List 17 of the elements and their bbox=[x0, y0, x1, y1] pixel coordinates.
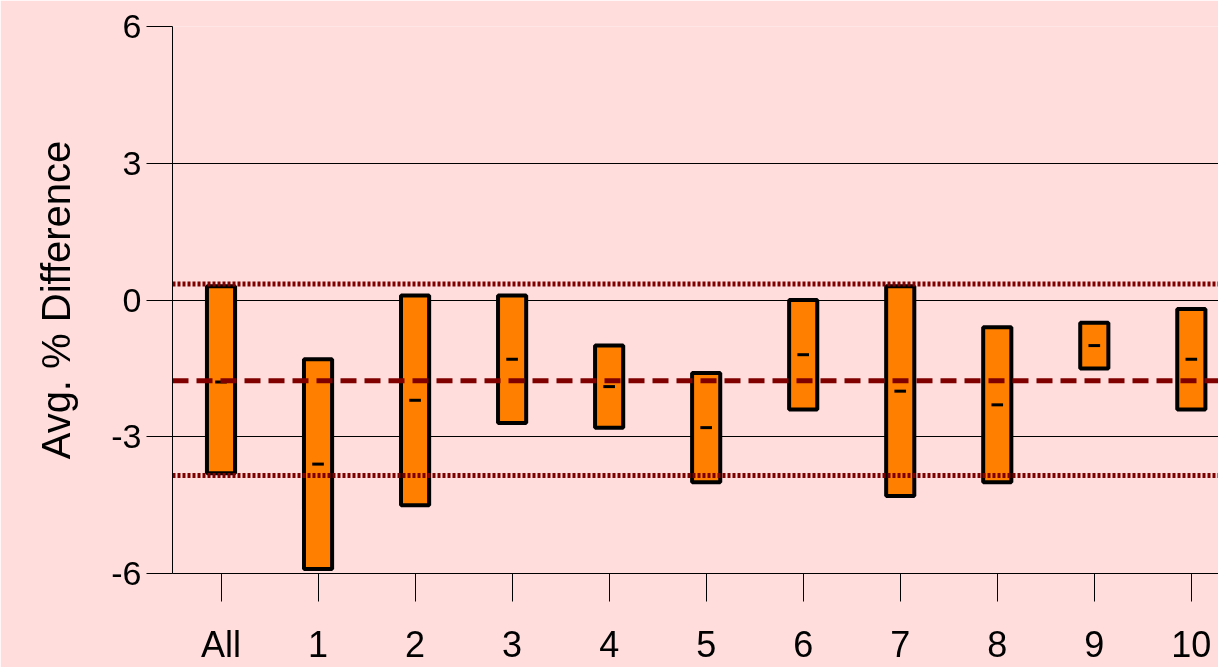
x-tick-label: 7 bbox=[890, 623, 911, 665]
x-tick-label: 8 bbox=[987, 623, 1008, 665]
x-tick-label: 9 bbox=[1084, 623, 1105, 665]
x-tick-label: 3 bbox=[502, 623, 523, 665]
y-tick-label: -3 bbox=[111, 417, 142, 456]
y-tick-label: 6 bbox=[122, 7, 142, 45]
x-tick-label: 1 bbox=[308, 623, 329, 665]
y-tick-label: 3 bbox=[122, 143, 142, 182]
x-tick-label: All bbox=[201, 623, 242, 665]
x-tick-label: 5 bbox=[696, 623, 717, 665]
x-tick-label: 10 bbox=[1171, 623, 1212, 665]
x-tick-label: 6 bbox=[793, 623, 814, 665]
y-axis-title: Avg. % Difference bbox=[34, 140, 79, 460]
y-tick-label: 0 bbox=[122, 280, 142, 319]
x-tick-label: 2 bbox=[405, 623, 426, 665]
x-tick-label: 4 bbox=[599, 623, 620, 665]
y-tick-label: -6 bbox=[111, 554, 142, 592]
